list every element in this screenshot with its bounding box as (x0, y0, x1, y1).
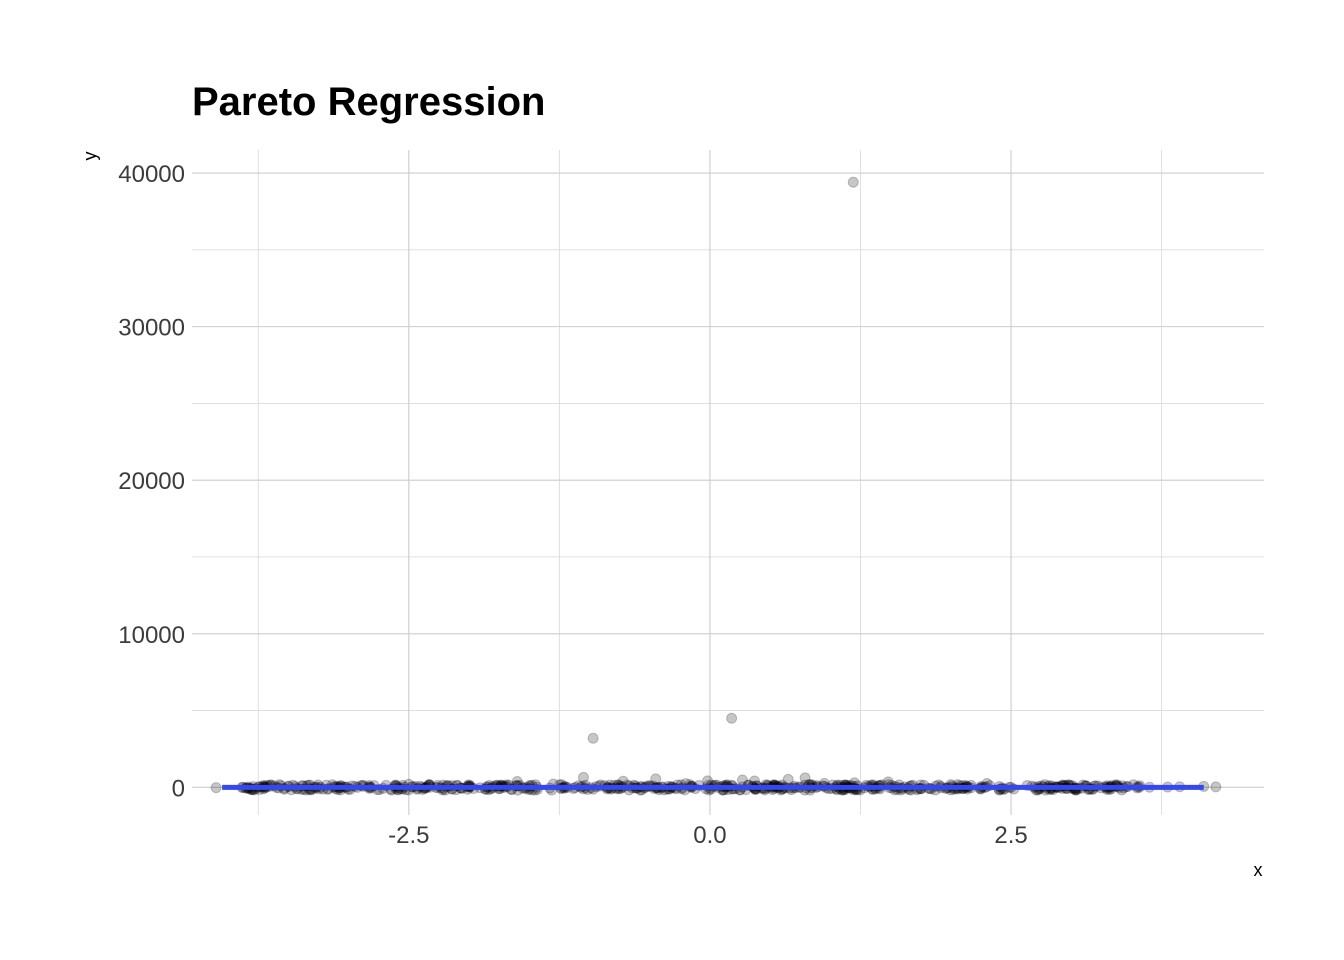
y-tick-label: 0 (172, 775, 185, 802)
y-tick-label: 40000 (118, 161, 185, 188)
y-tick-label: 30000 (118, 315, 185, 342)
data-point (650, 773, 662, 785)
data-point (726, 712, 738, 724)
y-axis-title: y (80, 152, 100, 161)
data-point (1210, 781, 1222, 793)
x-axis-tick-labels: -2.5 0.0 2.5 (388, 822, 1028, 849)
x-tick-label: -2.5 (388, 822, 429, 849)
data-point (748, 775, 760, 787)
data-point (617, 775, 629, 787)
y-tick-label: 10000 (118, 622, 185, 649)
chart-title: Pareto Regression (192, 80, 545, 124)
y-tick-label: 20000 (118, 468, 185, 495)
grid-lines (192, 150, 1264, 815)
data-point (847, 176, 859, 188)
data-point (577, 771, 589, 783)
x-tick-label: 2.5 (994, 822, 1027, 849)
data-point (799, 772, 811, 784)
data-point (702, 775, 714, 787)
data-point (782, 773, 794, 785)
data-point (587, 732, 599, 744)
x-axis-title: x (1254, 860, 1263, 880)
data-points (210, 176, 1222, 796)
y-axis-tick-labels: 0 10000 20000 30000 40000 (118, 161, 185, 802)
x-tick-label: 0.0 (693, 822, 726, 849)
data-point (736, 774, 748, 786)
data-point (210, 782, 222, 794)
